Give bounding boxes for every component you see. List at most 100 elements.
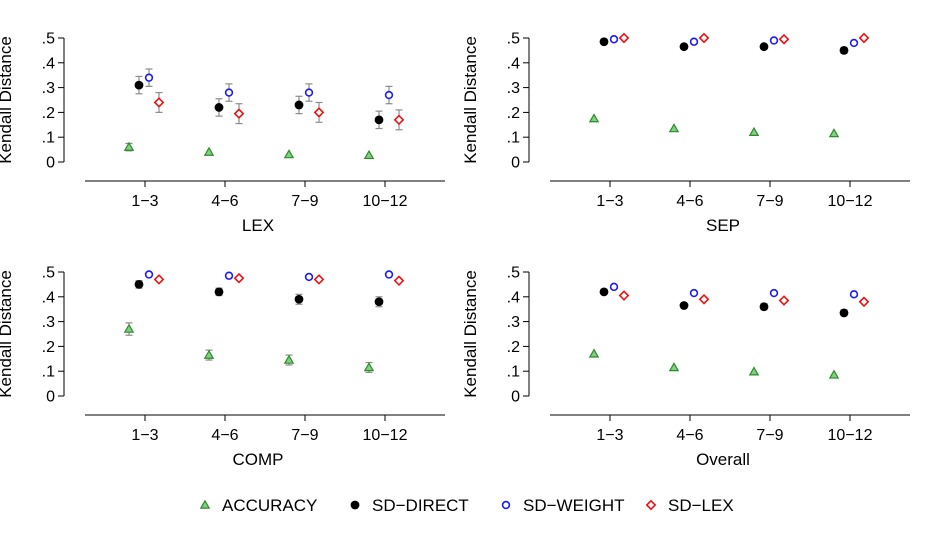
point-sd-lex (153, 274, 165, 285)
point-accuracy (748, 126, 760, 136)
point-sd-direct (134, 280, 144, 289)
point-sd-weight (849, 290, 859, 299)
point-accuracy (588, 348, 600, 358)
x-tick-label: 4−6 (211, 193, 238, 210)
y-tick-label: .1 (507, 364, 520, 381)
legend-label: SD−DIRECT (372, 496, 469, 515)
y-tick-label: 0 (511, 155, 520, 172)
point-sd-direct (374, 297, 384, 307)
point-sd-lex (618, 290, 630, 301)
chart-panel-comp: 0 .1 .2 .3 .4 .5 Kendall Distance 1−3 4−6 7−9 10−1… (0, 265, 445, 469)
y-axis-title: Kendall Distance (461, 270, 480, 398)
x-axis-title: COMP (233, 450, 284, 469)
point-sd-direct (679, 42, 689, 52)
y-tick-label: .3 (42, 314, 55, 331)
point-accuracy (828, 128, 840, 138)
point-sd-direct (134, 80, 144, 90)
y-tick-label: .4 (42, 55, 55, 72)
y-tick-label: .1 (42, 130, 55, 147)
point-sd-lex (313, 107, 325, 118)
point-accuracy (828, 369, 840, 379)
point-sd-weight (689, 288, 699, 298)
point-accuracy (283, 149, 295, 159)
point-sd-direct (759, 42, 769, 52)
legend-marker-accuracy (199, 499, 211, 509)
point-accuracy (668, 123, 680, 133)
chart-panel-overall: 0 .1 .2 .3 .4 .5 Kendall Distance 1−3 4−6 7−9 10−1… (461, 265, 910, 469)
x-tick-label: 4−6 (676, 427, 703, 444)
point-sd-lex (393, 275, 405, 287)
y-axis-title: Kendall Distance (0, 270, 15, 398)
point-sd-direct (599, 37, 609, 47)
point-sd-direct (374, 115, 384, 125)
x-axis-title: LEX (242, 216, 274, 235)
point-sd-weight (769, 288, 779, 298)
legend-item-accuracy: ACCURACY (199, 496, 317, 515)
point-accuracy (363, 362, 375, 372)
point-sd-weight (304, 88, 314, 97)
x-tick-label: 7−9 (291, 193, 318, 210)
y-tick-label: .5 (42, 265, 55, 282)
chart-panels: 0 .1 .2 .3 .4 .5 Kendall Distance 1−3 4−6 7−9 10−1… (0, 31, 910, 469)
legend-marker-sd-weight (501, 500, 511, 510)
x-axis-title: Overall (696, 450, 750, 469)
chart-panel-sep: 0 .1 .2 .3 .4 .5 Kendall Distance 1−3 4−6 7−9 10−1… (461, 31, 910, 235)
legend-item-sd-lex: SD−LEX (645, 496, 734, 515)
x-tick-label: 7−9 (756, 427, 783, 444)
point-accuracy (203, 349, 215, 359)
point-sd-weight (224, 88, 234, 97)
y-tick-label: .1 (42, 364, 55, 381)
point-sd-weight (144, 270, 154, 279)
x-tick-label: 1−3 (596, 427, 623, 444)
point-sd-weight (384, 90, 394, 100)
y-axis-title: Kendall Distance (461, 36, 480, 164)
x-tick-label: 10−12 (828, 427, 873, 444)
y-tick-label: .2 (507, 105, 520, 122)
x-tick-label: 4−6 (676, 193, 703, 210)
point-sd-weight (384, 270, 394, 279)
point-sd-lex (698, 293, 710, 305)
y-tick-label: .3 (42, 80, 55, 97)
point-sd-lex (778, 295, 790, 306)
y-tick-label: .4 (507, 289, 520, 306)
legend-item-sd-direct: SD−DIRECT (350, 496, 469, 515)
x-tick-label: 1−3 (596, 193, 623, 210)
point-sd-weight (769, 36, 779, 45)
y-tick-label: .2 (507, 339, 520, 356)
y-tick-label: .5 (507, 265, 520, 282)
point-sd-direct (214, 287, 224, 297)
y-tick-label: .2 (42, 339, 55, 356)
point-sd-lex (393, 114, 405, 126)
y-tick-label: .4 (507, 55, 520, 72)
chart-legend: ACCURACY SD−DIRECT SD−WEIGHT SD−LEX (199, 496, 734, 515)
point-sd-weight (849, 38, 859, 48)
point-accuracy (748, 366, 760, 376)
y-tick-label: .5 (42, 31, 55, 48)
y-tick-label: .2 (42, 105, 55, 122)
x-tick-label: 7−9 (756, 193, 783, 210)
point-sd-weight (304, 272, 314, 282)
point-accuracy (668, 362, 680, 372)
point-sd-lex (618, 32, 630, 44)
point-sd-direct (839, 308, 849, 318)
x-axis-title: SEP (706, 216, 740, 235)
point-sd-lex (233, 272, 245, 284)
point-sd-direct (599, 287, 609, 297)
x-tick-label: 4−6 (211, 427, 238, 444)
y-tick-label: .5 (507, 31, 520, 48)
point-sd-direct (839, 46, 849, 55)
point-sd-lex (153, 97, 165, 108)
x-tick-label: 1−3 (131, 193, 158, 210)
point-sd-weight (609, 282, 619, 292)
legend-item-sd-weight: SD−WEIGHT (501, 496, 625, 515)
point-accuracy (283, 354, 295, 364)
legend-label: SD−LEX (668, 496, 734, 515)
y-tick-label: 0 (46, 155, 55, 172)
chart-panel-lex: 0 .1 .2 .3 .4 .5 Kendall Distance 1−3 4−6 7−9 10−1… (0, 31, 445, 235)
legend-marker-sd-direct (350, 500, 360, 510)
legend-label: ACCURACY (222, 496, 317, 515)
point-sd-weight (224, 271, 234, 280)
point-sd-lex (858, 296, 870, 308)
point-accuracy (203, 146, 215, 156)
